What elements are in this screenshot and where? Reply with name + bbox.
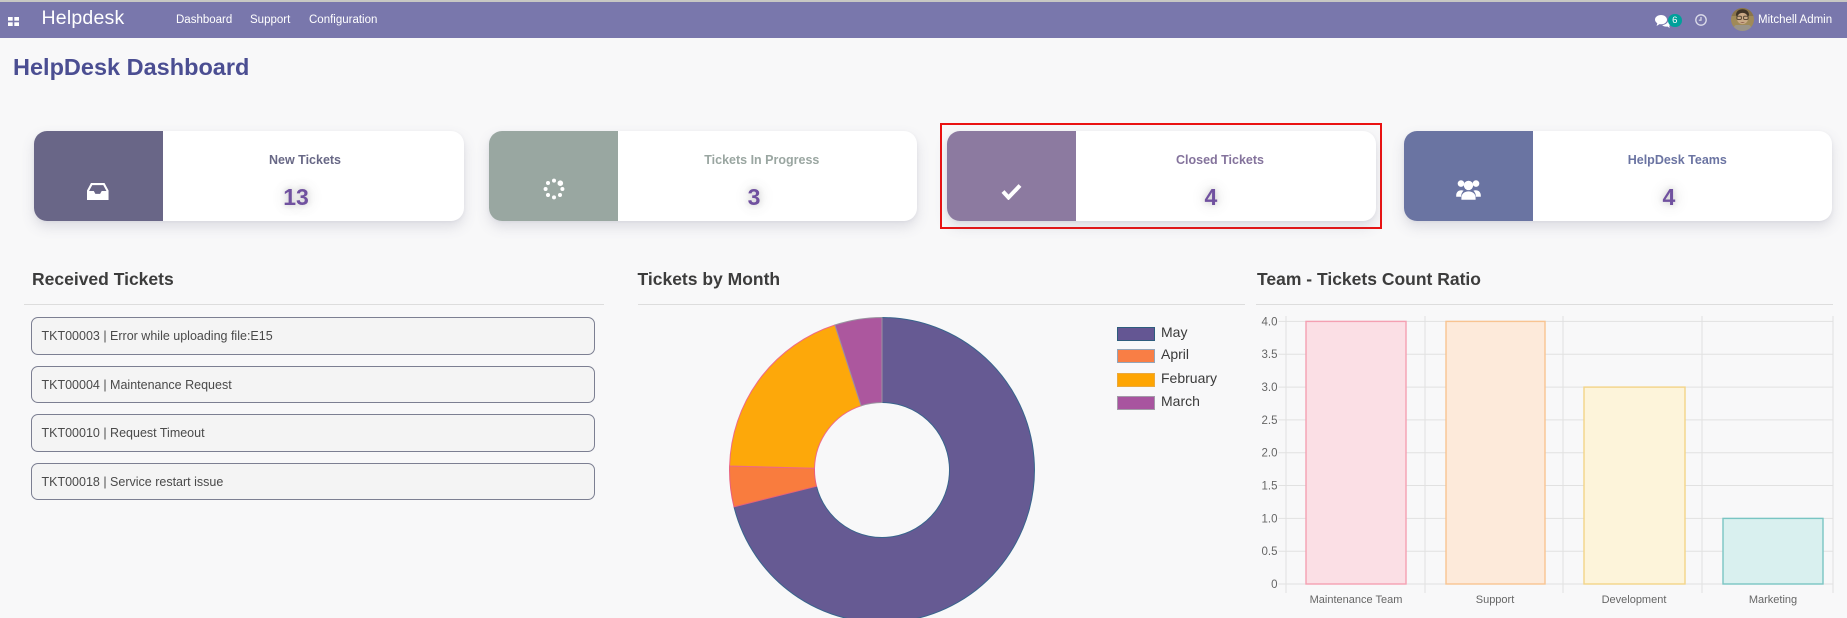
- svg-text:Maintenance Team: Maintenance Team: [1310, 594, 1403, 606]
- svg-text:2.0: 2.0: [1262, 448, 1278, 460]
- svg-text:0.5: 0.5: [1262, 546, 1278, 558]
- svg-text:3.5: 3.5: [1262, 349, 1278, 361]
- svg-text:Development: Development: [1602, 594, 1667, 606]
- svg-text:0: 0: [1271, 579, 1277, 591]
- svg-text:3.0: 3.0: [1262, 382, 1278, 394]
- svg-text:1.0: 1.0: [1262, 513, 1278, 525]
- svg-text:Marketing: Marketing: [1749, 594, 1797, 606]
- svg-text:Support: Support: [1476, 594, 1515, 606]
- svg-text:1.5: 1.5: [1262, 481, 1278, 493]
- svg-text:2.5: 2.5: [1262, 415, 1278, 427]
- svg-text:4.0: 4.0: [1262, 316, 1278, 328]
